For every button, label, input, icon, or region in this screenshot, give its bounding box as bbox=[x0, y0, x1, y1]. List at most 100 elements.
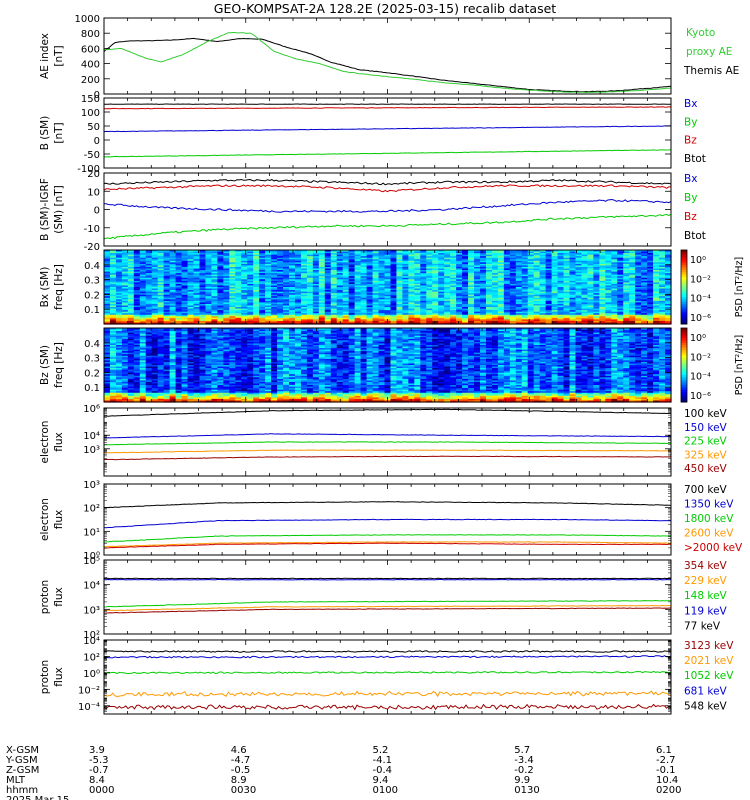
heatmap-cell bbox=[241, 316, 248, 319]
heatmap-cell bbox=[157, 288, 165, 291]
heatmap-cell bbox=[665, 290, 672, 293]
heatmap-cell bbox=[432, 283, 439, 287]
heatmap-cell bbox=[384, 307, 392, 310]
heatmap-cell bbox=[533, 262, 541, 265]
heatmap-cell bbox=[641, 291, 648, 294]
heatmap-cell bbox=[539, 280, 547, 283]
heatmap-cell bbox=[629, 302, 636, 305]
heatmap-cell bbox=[294, 277, 302, 280]
heatmap-cell bbox=[157, 305, 165, 308]
heatmap-cell bbox=[557, 305, 565, 308]
heatmap-cell bbox=[145, 293, 153, 296]
heatmap-cell bbox=[623, 262, 630, 265]
heatmap-cell bbox=[312, 311, 320, 314]
heatmap-cell bbox=[145, 288, 153, 291]
heatmap-cell bbox=[378, 266, 386, 270]
y-axis-label: B (SM) bbox=[39, 116, 51, 150]
heatmap-cell bbox=[205, 285, 213, 288]
heatmap-cell bbox=[647, 317, 654, 320]
heatmap-cell bbox=[300, 302, 308, 305]
heatmap-cell bbox=[199, 265, 207, 268]
heatmap-cell bbox=[330, 302, 338, 305]
heatmap-cell bbox=[545, 279, 553, 282]
heatmap-cell bbox=[372, 251, 380, 254]
heatmap-cell bbox=[300, 266, 308, 270]
heatmap-cell bbox=[390, 319, 398, 322]
heatmap-cell bbox=[426, 274, 433, 277]
heatmap-cell bbox=[223, 260, 230, 263]
heatmap-cell bbox=[205, 274, 213, 277]
heatmap-cell bbox=[294, 285, 302, 288]
heatmap-cell bbox=[485, 310, 493, 313]
heatmap-cell bbox=[491, 262, 499, 265]
heatmap-cell bbox=[509, 290, 517, 293]
heatmap-cell bbox=[336, 308, 344, 311]
heatmap-cell bbox=[199, 256, 207, 259]
heatmap-cell bbox=[187, 260, 195, 263]
heatmap-cell bbox=[247, 294, 254, 297]
heatmap-cell bbox=[515, 257, 523, 260]
heatmap-cell bbox=[635, 287, 642, 290]
heatmap-cell bbox=[635, 277, 642, 280]
heatmap-cell bbox=[109, 397, 117, 400]
heatmap-cell bbox=[647, 302, 654, 305]
colorbar-segment bbox=[681, 291, 687, 295]
heatmap-cell bbox=[133, 277, 141, 280]
heatmap-cell bbox=[563, 293, 571, 296]
heatmap-cell bbox=[205, 270, 213, 273]
heatmap-cell bbox=[217, 263, 224, 267]
heatmap-cell bbox=[205, 293, 213, 296]
heatmap-cell bbox=[587, 296, 595, 299]
heatmap-cell bbox=[318, 307, 326, 310]
heatmap-cell bbox=[211, 307, 218, 310]
heatmap-cell bbox=[217, 260, 224, 263]
heatmap-cell bbox=[283, 302, 290, 305]
heatmap-cell bbox=[360, 260, 368, 263]
heatmap-cell bbox=[289, 256, 296, 259]
heatmap-cell bbox=[217, 285, 224, 288]
heatmap-cell bbox=[199, 254, 207, 257]
heatmap-cell bbox=[480, 320, 487, 324]
heatmap-cell bbox=[193, 276, 201, 279]
heatmap-cell bbox=[115, 262, 123, 265]
heatmap-cell bbox=[139, 288, 147, 291]
heatmap-cell bbox=[271, 273, 278, 276]
heatmap-cell bbox=[318, 297, 326, 300]
heatmap-cell bbox=[408, 310, 415, 313]
heatmap-cell bbox=[569, 305, 577, 308]
heatmap-cell bbox=[283, 311, 290, 314]
heatmap-cell bbox=[587, 277, 595, 280]
heatmap-cell bbox=[139, 314, 147, 317]
heatmap-cell bbox=[438, 314, 445, 317]
heatmap-cell bbox=[432, 297, 439, 300]
heatmap-cell bbox=[109, 341, 117, 345]
heatmap-cell bbox=[581, 270, 589, 273]
heatmap-cell bbox=[109, 250, 117, 253]
heatmap-cell bbox=[259, 277, 266, 280]
heatmap-cell bbox=[665, 305, 672, 308]
heatmap-cell bbox=[653, 297, 660, 300]
heatmap-cell bbox=[109, 266, 117, 270]
heatmap-cell bbox=[104, 348, 111, 351]
heatmap-cell bbox=[521, 297, 529, 300]
heatmap-cell bbox=[480, 303, 487, 307]
heatmap-cell bbox=[151, 313, 159, 316]
heatmap-cell bbox=[629, 257, 636, 260]
heatmap-cell bbox=[109, 358, 117, 361]
legend-label: Btot bbox=[684, 153, 706, 165]
heatmap-cell bbox=[259, 270, 266, 273]
heatmap-cell bbox=[563, 253, 571, 256]
heatmap-cell bbox=[497, 283, 505, 287]
heatmap-cell bbox=[187, 268, 195, 271]
heatmap-cell bbox=[229, 317, 236, 320]
heatmap-cell bbox=[229, 253, 236, 256]
heatmap-cell bbox=[187, 305, 195, 308]
heatmap-cell bbox=[402, 311, 409, 314]
heatmap-cell bbox=[145, 294, 153, 297]
heatmap-cell bbox=[444, 303, 451, 307]
heatmap-cell bbox=[104, 280, 111, 283]
heatmap-cell bbox=[354, 265, 362, 268]
heatmap-cell bbox=[545, 302, 553, 305]
heatmap-cell bbox=[283, 283, 290, 287]
heatmap-cell bbox=[503, 273, 511, 276]
